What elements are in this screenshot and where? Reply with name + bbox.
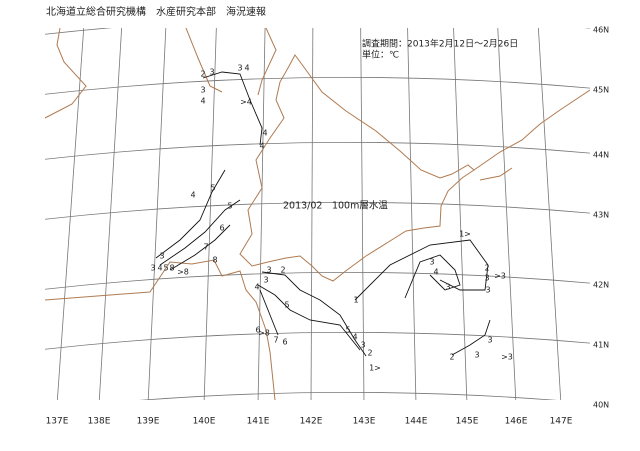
contour-label: 5: [227, 202, 232, 211]
contour-label: >4: [240, 98, 252, 107]
longitude-label: 145E: [456, 417, 479, 427]
contour-label: >8: [177, 268, 189, 277]
meridian: [497, 28, 517, 400]
contour-label: 5: [284, 301, 289, 310]
contour-label: 3: [485, 286, 490, 295]
contour-label: 6: [255, 326, 260, 335]
meridian: [407, 28, 417, 400]
hokkaido-coast: [239, 54, 475, 282]
contour-label: 6: [219, 224, 224, 233]
contour-label: 3: [209, 68, 214, 77]
kuril-coast: [473, 89, 590, 181]
meridian: [453, 28, 468, 400]
contour-label: 2: [484, 264, 489, 273]
contour-label: 2: [449, 353, 454, 362]
contour-label: 1>: [459, 230, 471, 239]
coastlines: [45, 28, 590, 400]
meridian: [56, 28, 85, 400]
longitude-label: 140E: [193, 417, 216, 427]
longitude-label: 147E: [550, 417, 573, 427]
longitude-label: 138E: [88, 417, 111, 427]
latitude-label: 46N: [593, 26, 609, 35]
contour-label: 3: [360, 341, 365, 350]
parallel: [45, 331, 590, 350]
graticule: [45, 28, 590, 400]
contour-label: 4: [157, 264, 162, 273]
meridian: [257, 28, 266, 400]
contour-label: 4: [200, 97, 205, 106]
contour-label: 4: [254, 283, 259, 292]
contour-label: 3: [484, 274, 489, 283]
survey-period: 調査期間：2013年2月12日～2月26日: [362, 38, 518, 50]
meridian: [537, 28, 562, 400]
parallel: [45, 141, 590, 160]
latitude-label: 44N: [593, 151, 609, 160]
latitude-label: 43N: [593, 211, 609, 220]
contour-label: >8: [258, 329, 270, 338]
contour-label: 1>: [369, 364, 381, 373]
contour-label: 2: [367, 349, 372, 358]
longitude-label: 146E: [505, 417, 528, 427]
parallel: [45, 271, 590, 290]
contour-label: 3: [487, 336, 492, 345]
longitude-label: 139E: [137, 417, 160, 427]
contour-label: 5: [163, 264, 168, 273]
longitude-label: 143E: [353, 417, 376, 427]
contour-label: 3: [445, 283, 450, 292]
honshu-coast: [45, 259, 276, 400]
map-label: 2013/02 100m層水温: [283, 200, 388, 212]
unit: 単位：℃: [362, 49, 399, 61]
contour-label: 3: [237, 64, 242, 73]
contour-label: 8: [212, 256, 217, 265]
contour-label: 7: [273, 336, 278, 345]
meridian: [203, 28, 217, 400]
contour-label: 6: [282, 338, 287, 347]
sakhalin-coast: [185, 28, 277, 96]
contour-label: 2: [280, 266, 285, 275]
map-frame: [45, 28, 590, 400]
latitude-label: 41N: [593, 341, 609, 350]
contour-label: 1: [353, 296, 358, 305]
contour-label: 3: [263, 276, 268, 285]
latitude-label: 45N: [593, 86, 609, 95]
contour-label: 3: [474, 351, 479, 360]
meridian: [310, 28, 314, 400]
longitude-label: 144E: [405, 417, 428, 427]
contour-label: 3: [159, 252, 164, 261]
contour-label: 4: [433, 268, 438, 277]
meridian: [360, 28, 365, 400]
meridian: [147, 28, 167, 400]
labels: 137E 138E 139E 140E 141E 142E 143E 144E 145E 146E…: [46, 26, 610, 427]
contour-label: 5: [345, 326, 350, 335]
contour-label: 3: [266, 266, 271, 275]
longitude-label: 142E: [300, 417, 323, 427]
header-title: 北海道立総合研究機構 水産研究本部 海況速報: [46, 5, 266, 18]
contour-label: 4: [244, 64, 249, 73]
continent-coast: [45, 28, 87, 119]
latitude-label: 42N: [593, 281, 609, 290]
contour-label: 5: [210, 184, 215, 193]
parallel: [45, 76, 590, 95]
parallel: [139, 391, 557, 400]
parallel: [45, 201, 590, 220]
contour-label: 4: [259, 142, 264, 151]
contour-label: 4: [352, 333, 357, 342]
contour-label: 3: [429, 258, 434, 267]
contour-label: 2: [200, 70, 205, 79]
longitude-label: 141E: [247, 417, 270, 427]
contour-label: 4: [262, 129, 267, 138]
longitude-label: 137E: [46, 417, 69, 427]
contour-label: 3: [200, 86, 205, 95]
contour-label: >3: [494, 272, 506, 281]
contour-label: 8: [169, 264, 174, 273]
isotherms: [155, 71, 491, 357]
contour-label: 4: [190, 191, 195, 200]
latitude-label: 40N: [593, 401, 609, 410]
parallel: [45, 28, 590, 35]
contour-label: 3: [150, 264, 155, 273]
contour-label: >3: [501, 353, 513, 362]
contour-label: 7: [203, 243, 208, 252]
